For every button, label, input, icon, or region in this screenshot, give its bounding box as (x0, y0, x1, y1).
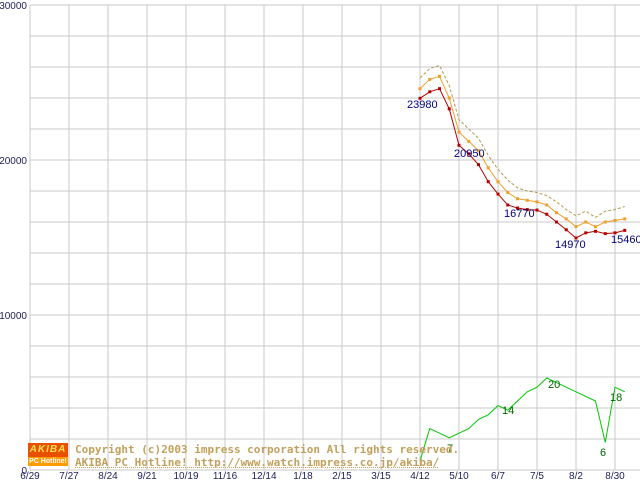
svg-text:12/14: 12/14 (251, 471, 276, 480)
svg-text:20: 20 (548, 379, 560, 391)
svg-text:20950: 20950 (454, 148, 485, 160)
svg-text:7/5: 7/5 (530, 471, 544, 480)
svg-text:20000: 20000 (0, 156, 27, 167)
svg-text:14970: 14970 (555, 239, 586, 251)
svg-text:7: 7 (447, 443, 453, 455)
svg-text:6: 6 (600, 447, 606, 459)
svg-text:16770: 16770 (504, 208, 535, 220)
akiba-logo: AKIBA PC Hotline! (28, 443, 68, 466)
svg-text:0: 0 (21, 466, 27, 477)
svg-text:6/29: 6/29 (20, 471, 40, 480)
svg-text:18: 18 (610, 392, 622, 404)
svg-text:10/19: 10/19 (173, 471, 198, 480)
akiba-logo-bottom-text: PC Hotline! (28, 457, 68, 466)
svg-text:2/15: 2/15 (332, 471, 352, 480)
watermark: AKIBA PC Hotline! Copyright (c)2003 impr… (28, 443, 459, 469)
svg-text:3/15: 3/15 (371, 471, 391, 480)
svg-text:1/18: 1/18 (293, 471, 313, 480)
svg-text:9/21: 9/21 (137, 471, 157, 480)
site-url-text: AKIBA PC Hotline! http://www.watch.impre… (75, 456, 440, 469)
svg-text:7/27: 7/27 (59, 471, 79, 480)
svg-text:11/16: 11/16 (213, 471, 238, 480)
svg-text:8/24: 8/24 (98, 471, 118, 480)
svg-text:8/30: 8/30 (605, 471, 625, 480)
akiba-logo-top-text: AKIBA (28, 443, 68, 457)
svg-text:6/7: 6/7 (491, 471, 505, 480)
svg-text:4/12: 4/12 (410, 471, 430, 480)
copyright-block: Copyright (c)2003 impress corporation Al… (75, 443, 459, 469)
svg-text:8/2: 8/2 (569, 471, 583, 480)
copyright-text: Copyright (c)2003 impress corporation Al… (75, 443, 460, 456)
svg-text:5/10: 5/10 (449, 471, 469, 480)
svg-text:15460: 15460 (611, 234, 640, 246)
svg-text:23980: 23980 (407, 99, 438, 111)
svg-text:10000: 10000 (0, 311, 27, 322)
svg-text:30000: 30000 (0, 1, 27, 12)
svg-text:14: 14 (502, 405, 514, 417)
